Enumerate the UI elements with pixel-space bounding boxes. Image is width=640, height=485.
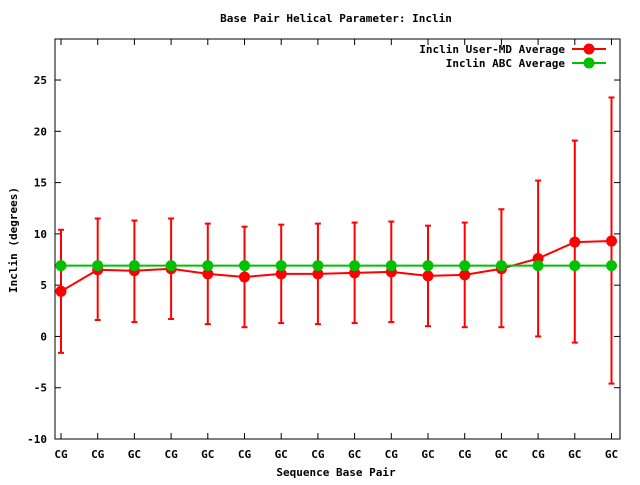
plot-frame bbox=[54, 38, 621, 440]
chart-title: Base Pair Helical Parameter: Inclin bbox=[220, 12, 452, 25]
y-axis: -10 -5 0 5 10 15 20 25 bbox=[27, 74, 620, 446]
x-axis: CG CG GC CG GC CG GC CG GC CG GC CG GC CG GC GC bbox=[54, 39, 618, 461]
data-point-abc bbox=[385, 260, 397, 272]
legend-label: Inclin User-MD Average bbox=[419, 43, 565, 56]
data-point-abc bbox=[55, 260, 67, 272]
data-point-user-md bbox=[569, 236, 581, 248]
data-point-user-md bbox=[312, 268, 324, 280]
y-tick-label: 25 bbox=[34, 74, 47, 87]
data-point-abc bbox=[202, 260, 214, 272]
data-point-abc bbox=[349, 260, 361, 272]
x-tick-label: CG bbox=[458, 448, 472, 461]
data-point-user-md bbox=[239, 271, 250, 283]
x-tick-label: CG bbox=[311, 448, 325, 461]
data-point-abc bbox=[92, 260, 104, 272]
data-point-abc bbox=[422, 260, 434, 272]
y-axis-label: Inclin (degrees) bbox=[7, 187, 20, 293]
y-tick-label: -5 bbox=[34, 382, 47, 395]
y-tick-label: 15 bbox=[34, 177, 47, 190]
series-line-user-md bbox=[60, 240, 612, 293]
y-tick-label: 20 bbox=[34, 125, 47, 138]
y-tick-label: 10 bbox=[34, 228, 47, 241]
x-tick-label: GC bbox=[495, 448, 508, 461]
data-point-user-md bbox=[202, 268, 214, 280]
data-point-user-md bbox=[55, 285, 67, 297]
x-tick-label: CG bbox=[531, 448, 545, 461]
data-point-user-md bbox=[422, 270, 434, 282]
data-point-abc bbox=[312, 260, 324, 272]
x-tick-label: GC bbox=[128, 448, 141, 461]
legend-marker bbox=[583, 43, 595, 55]
data-point-user-md bbox=[459, 269, 471, 281]
x-axis-label: Sequence Base Pair bbox=[276, 466, 396, 479]
data-point-abc bbox=[239, 260, 250, 272]
y-tick-label: 5 bbox=[40, 279, 47, 292]
data-point-user-md bbox=[275, 268, 287, 280]
y-tick-label: -10 bbox=[27, 433, 47, 446]
data-point-abc bbox=[495, 260, 507, 272]
data-point-abc bbox=[275, 260, 287, 272]
x-tick-label: CG bbox=[385, 448, 399, 461]
x-tick-label: CG bbox=[54, 448, 68, 461]
y-tick-label: 0 bbox=[40, 330, 47, 343]
x-tick-label: GC bbox=[275, 448, 288, 461]
data-point-abc bbox=[532, 260, 544, 272]
data-point-abc bbox=[569, 260, 581, 272]
x-tick-label: GC bbox=[605, 448, 618, 461]
legend-label: Inclin ABC Average bbox=[446, 57, 566, 70]
x-tick-label: CG bbox=[238, 448, 252, 461]
data-point-user-md bbox=[606, 235, 617, 247]
x-tick-label: CG bbox=[91, 448, 105, 461]
x-tick-label: GC bbox=[568, 448, 581, 461]
x-tick-label: CG bbox=[164, 448, 178, 461]
data-point-abc bbox=[606, 260, 617, 272]
data-point-abc bbox=[459, 260, 471, 272]
x-tick-label: GC bbox=[201, 448, 214, 461]
legend-marker bbox=[583, 57, 595, 69]
data-point-abc bbox=[165, 260, 177, 272]
x-tick-label: GC bbox=[348, 448, 361, 461]
series-layer bbox=[55, 96, 617, 385]
data-point-abc bbox=[128, 260, 140, 272]
x-tick-label: GC bbox=[421, 448, 434, 461]
